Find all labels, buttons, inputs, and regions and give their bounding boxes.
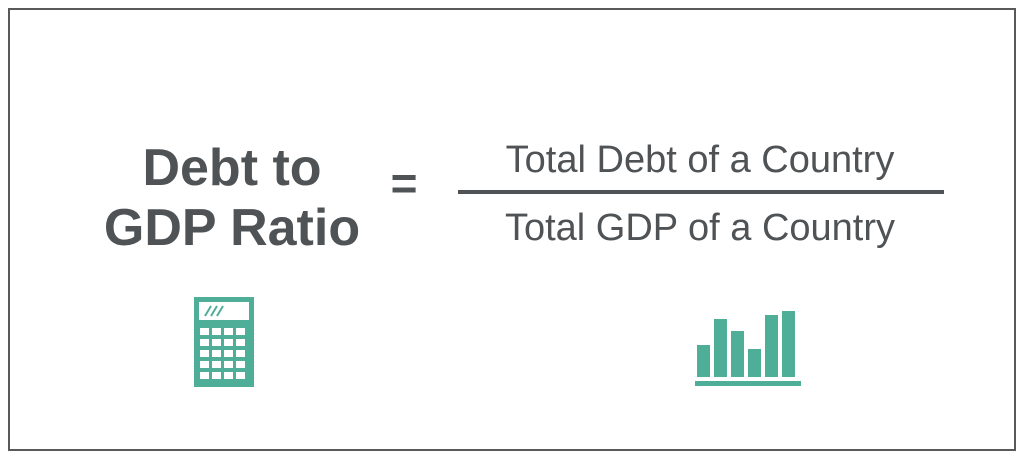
calculator-key [224,328,233,335]
calculator-key [200,350,209,357]
calculator-key [212,350,221,357]
bar-chart-bar [748,349,761,377]
calculator-key [224,350,233,357]
formula-denominator: Total GDP of a Country [504,207,896,249]
calculator-screen-glare [204,305,212,317]
calculator-key [200,361,209,368]
calculator-icon [194,297,254,387]
bar-chart-bar [782,311,795,377]
calculator-key [212,361,221,368]
calculator-key [236,372,245,379]
diagram-frame [8,8,1016,451]
fraction-bar [458,190,944,194]
calculator-key [236,361,245,368]
calculator-key [224,372,233,379]
formula-lhs: Debt to GDP Ratio [72,138,392,258]
formula-numerator: Total Debt of a Country [505,139,895,181]
calculator-key [236,350,245,357]
calculator-key [236,339,245,346]
calculator-key [224,339,233,346]
calculator-screen-glare [216,305,224,317]
equals-sign: = [390,157,418,209]
formula-lhs-line2: GDP Ratio [103,199,361,257]
calculator-key [236,328,245,335]
calculator-screen-glare [210,305,218,317]
bar-chart-bar [714,319,727,377]
calculator-key [212,339,221,346]
calculator-key [200,372,209,379]
calculator-key [212,372,221,379]
bar-chart-bars [697,311,795,377]
calculator-key [200,328,209,335]
bar-chart-bar [765,315,778,377]
bar-chart-bar [731,331,744,377]
calculator-keys [200,328,245,379]
formula-lhs-line1: Debt to [142,139,322,197]
bar-chart-bar [697,345,710,377]
calculator-key [224,361,233,368]
calculator-key [200,339,209,346]
calculator-screen [199,302,249,320]
bar-chart-icon [695,311,801,386]
bar-chart-baseline [695,381,801,386]
calculator-key [212,328,221,335]
